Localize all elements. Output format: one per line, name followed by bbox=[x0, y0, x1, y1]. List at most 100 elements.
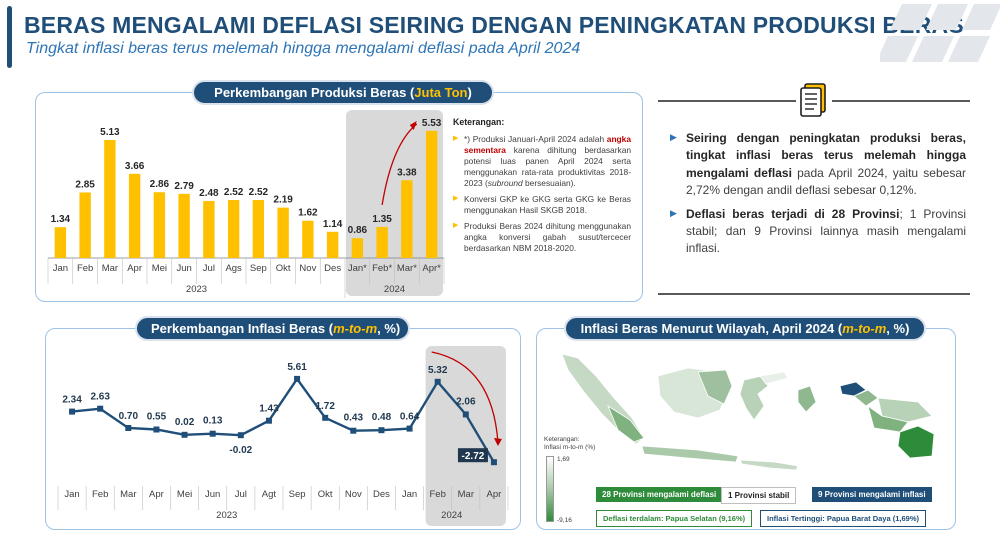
inflation-point-label: 5.61 bbox=[287, 362, 307, 373]
production-bar bbox=[54, 227, 67, 258]
map-legend-max: 1,69 bbox=[557, 456, 570, 463]
production-category-label: Feb* bbox=[372, 263, 392, 274]
inflation-april-label-bg bbox=[457, 448, 488, 463]
inflation-category-label: Mei bbox=[177, 489, 192, 500]
inflation-point bbox=[181, 431, 188, 438]
production-bar-chart: 1.34 Jan 2.85 Feb 5.13 Mar 3.66 Apr 2.86 Mei 2.79 J… bbox=[47, 110, 445, 298]
inflation-point-label: -0.02 bbox=[229, 445, 252, 456]
production-category-label: Mei bbox=[152, 263, 167, 274]
inflation-title-unit: m-to-m bbox=[333, 321, 378, 336]
production-bar-label: 0.86 bbox=[348, 225, 368, 236]
production-bar bbox=[277, 207, 289, 258]
inflation-category-label: Jun bbox=[205, 489, 220, 500]
page-subtitle: Tingkat inflasi beras terus melemah hing… bbox=[26, 40, 581, 57]
notes-item-1-a: *) Produksi Januari-April 2024 adalah bbox=[464, 133, 605, 144]
production-bar-label: 5.13 bbox=[100, 127, 120, 138]
inflation-title-end: , %) bbox=[377, 321, 401, 336]
bps-logo-icon bbox=[880, 4, 1000, 62]
production-bar-label: 3.66 bbox=[125, 161, 145, 172]
production-category-label: Des bbox=[324, 263, 341, 274]
production-title-end: ) bbox=[467, 85, 472, 100]
production-bar-label: 1.35 bbox=[372, 214, 392, 225]
production-category-label: Mar* bbox=[397, 263, 417, 274]
inflation-category-label: Jan bbox=[402, 489, 417, 500]
production-category-label: Apr bbox=[127, 263, 142, 274]
summary-point-2: Deflasi beras terjadi di 28 Provinsi; 1 … bbox=[670, 206, 966, 258]
inflation-point-label: 0.13 bbox=[203, 416, 223, 427]
production-year-label: 2023 bbox=[186, 284, 207, 295]
inflation-point bbox=[125, 425, 132, 431]
notes-item-1: *) Produksi Januari-April 2024 adalah an… bbox=[453, 134, 631, 189]
notes-heading: Keterangan: bbox=[453, 117, 505, 127]
map-title-main: Inflasi Beras Menurut Wilayah, April 202… bbox=[580, 321, 843, 336]
production-bar-label: 2.86 bbox=[150, 179, 170, 190]
inflation-point bbox=[350, 427, 357, 434]
production-bar bbox=[128, 173, 141, 258]
map-papua-tengah bbox=[867, 405, 909, 433]
production-bar bbox=[153, 192, 166, 258]
production-bar bbox=[104, 140, 116, 258]
production-bar bbox=[425, 130, 438, 258]
production-title-unit: Juta Ton bbox=[414, 85, 468, 100]
stabil-count-badge: 1 Provinsi stabil bbox=[721, 487, 797, 504]
production-category-label: Mar bbox=[102, 263, 118, 274]
production-bar-label: 2.79 bbox=[174, 181, 194, 192]
production-bar-label: 5.53 bbox=[422, 118, 442, 129]
inflation-point-label: 1.43 bbox=[259, 404, 279, 415]
document-icon bbox=[796, 80, 832, 120]
inflation-category-label: Jul bbox=[235, 489, 247, 500]
inflation-panel-title: Perkembangan Inflasi Beras (m-to-m, %) bbox=[135, 316, 410, 341]
inflation-line-chart: 2.34 2.63 0.70 0.55 0.02 0.13 -0.02 1.43 5.61 1.7… bbox=[57, 346, 509, 526]
inflation-point bbox=[97, 405, 104, 412]
production-bar-label: 1.34 bbox=[51, 214, 71, 225]
page-title: BERAS MENGALAMI DEFLASI SEIRING DENGAN P… bbox=[24, 12, 964, 38]
inflation-point-label: 0.64 bbox=[400, 412, 420, 423]
inflation-year-label: 2023 bbox=[216, 510, 237, 521]
inflation-category-label: Sep bbox=[289, 489, 306, 500]
inflation-point bbox=[434, 378, 441, 385]
inflation-title-main: Perkembangan Inflasi Beras ( bbox=[151, 321, 334, 336]
map-legend-subtitle: Inflasi m-to-m (%) bbox=[544, 444, 596, 451]
production-category-label: Nov bbox=[299, 263, 316, 274]
inflasi-count-badge: 9 Provinsi mengalami inflasi bbox=[812, 487, 932, 502]
notes-item-1-e: bersesuaian). bbox=[525, 177, 576, 188]
production-bar-label: 1.14 bbox=[323, 219, 343, 230]
production-bar bbox=[351, 238, 364, 258]
inflation-trend-arrowhead bbox=[493, 438, 502, 446]
production-bar-label: 3.38 bbox=[397, 167, 417, 178]
inflation-point bbox=[209, 430, 216, 437]
production-category-label: Sep bbox=[250, 263, 267, 274]
inflation-category-label: Apr bbox=[487, 489, 502, 500]
deflasi-count-badge: 28 Provinsi mengalami deflasi bbox=[596, 487, 723, 502]
map-title-end: , %) bbox=[886, 321, 910, 336]
inflation-point bbox=[490, 459, 497, 466]
inflation-trend-arrow bbox=[431, 351, 499, 443]
production-bar bbox=[79, 192, 91, 258]
inflation-category-label: Mar bbox=[458, 489, 474, 500]
production-category-label: Apr* bbox=[422, 263, 441, 274]
summary-point-1-bold: Seiring dengan peningkatan produksi bera… bbox=[686, 131, 966, 180]
production-bar-label: 2.48 bbox=[199, 188, 219, 199]
inflation-category-label: Jan bbox=[64, 489, 79, 500]
inflation-point bbox=[322, 414, 329, 421]
production-category-label: Okt bbox=[276, 263, 291, 274]
summary-point-2-bold: Deflasi beras terjadi di 28 Provinsi bbox=[686, 206, 900, 221]
map-java bbox=[641, 445, 739, 463]
production-bar bbox=[252, 200, 265, 258]
production-trend-arrowhead bbox=[409, 121, 417, 130]
inflation-point bbox=[406, 425, 413, 432]
inflation-line bbox=[71, 376, 495, 463]
inflation-year-label: 2024 bbox=[441, 510, 462, 521]
production-title-main: Perkembangan Produksi Beras ( bbox=[214, 85, 415, 100]
production-bar-label: 2.19 bbox=[273, 195, 293, 206]
inflation-point-label: 0.02 bbox=[175, 417, 195, 428]
inflation-point-label: 2.63 bbox=[90, 392, 110, 403]
inflation-point bbox=[265, 417, 272, 424]
notes-item-1-b: angka sementara bbox=[464, 133, 631, 155]
inflation-category-label: Apr bbox=[149, 489, 164, 500]
map-legend-gradient bbox=[546, 456, 554, 522]
inflation-category-label: Feb bbox=[92, 489, 108, 500]
production-2024-highlight bbox=[346, 110, 443, 296]
inflation-point bbox=[69, 408, 76, 415]
map-kalimantan-east bbox=[697, 369, 733, 405]
